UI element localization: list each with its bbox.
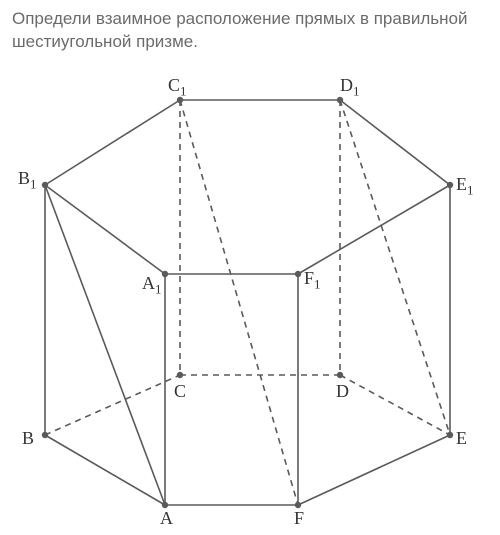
edge-C1-F (180, 100, 298, 505)
label-E: E (456, 428, 467, 449)
vertex-F1 (295, 271, 301, 277)
edge-D1-E1 (340, 100, 450, 185)
edge-B-C (45, 375, 180, 435)
vertex-D (337, 372, 343, 378)
label-A1: A1 (142, 273, 162, 298)
label-B: B (22, 428, 34, 449)
vertex-C (177, 372, 183, 378)
edge-B1-C1 (45, 100, 180, 185)
label-F1: F1 (304, 268, 321, 293)
edge-E-F (298, 435, 450, 505)
edge-A1-B1 (45, 185, 165, 274)
label-A: A (160, 508, 173, 529)
label-C: C (174, 381, 186, 402)
edge-A-B (45, 435, 165, 505)
label-B1: B1 (18, 168, 37, 193)
prism-diagram: A1 B1 C1 D1 E1 F1 A B C D E F (10, 60, 490, 530)
problem-text: Определи взаимное расположение прямых в … (0, 0, 500, 62)
vertex-E1 (447, 182, 453, 188)
label-E1: E1 (456, 174, 474, 199)
edge-B1-A (45, 185, 165, 505)
vertex-B1 (42, 182, 48, 188)
label-C1: C1 (168, 75, 187, 100)
vertex-B (42, 432, 48, 438)
label-D1: D1 (340, 75, 360, 100)
label-F: F (294, 508, 304, 529)
vertex-E (447, 432, 453, 438)
edge-E1-F1 (298, 185, 450, 274)
label-D: D (336, 381, 349, 402)
vertex-A1 (162, 271, 168, 277)
prism-svg (10, 60, 490, 530)
edge-D1-E (340, 100, 450, 435)
